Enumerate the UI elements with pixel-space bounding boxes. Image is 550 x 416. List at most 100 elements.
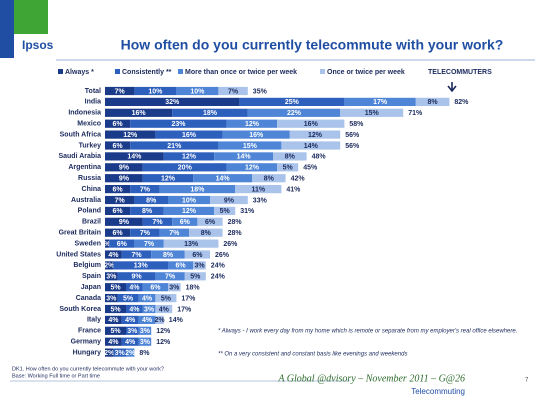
segment-label: 25% bbox=[285, 99, 300, 106]
segment-label: 3% bbox=[127, 328, 138, 335]
logo-box bbox=[14, 0, 48, 34]
category-label: Turkey bbox=[79, 142, 102, 149]
bar-segment bbox=[138, 337, 152, 346]
logo-text: Ipsos bbox=[22, 38, 54, 52]
segment-label: 4% bbox=[129, 285, 140, 292]
segment-label: 6% bbox=[150, 285, 161, 292]
total-label: 31% bbox=[240, 208, 255, 215]
category-label: United States bbox=[56, 251, 101, 258]
segment-label: 3% bbox=[115, 350, 126, 357]
bar-segment bbox=[163, 206, 215, 215]
bar-segment bbox=[138, 326, 152, 335]
segment-label: 3% bbox=[106, 274, 117, 281]
footer-text: Telecommuting bbox=[411, 387, 465, 396]
total-label: 48% bbox=[312, 154, 327, 161]
segment-label: 4% bbox=[142, 317, 153, 324]
segment-label: 7% bbox=[140, 230, 151, 237]
segment-label: 6% bbox=[113, 121, 124, 128]
bar-segment bbox=[163, 152, 215, 161]
note: ** On a very consistent and constant bas… bbox=[218, 352, 407, 358]
bar-segment bbox=[142, 163, 227, 172]
segment-label: 13% bbox=[184, 241, 199, 248]
segment-label: 8% bbox=[201, 230, 212, 237]
total-label: 24% bbox=[211, 263, 226, 270]
total-label: 17% bbox=[177, 306, 192, 313]
category-label: France bbox=[78, 328, 101, 335]
total-label: 28% bbox=[228, 219, 243, 226]
segment-label: 12% bbox=[123, 132, 138, 139]
segment-label: 3% bbox=[140, 328, 151, 335]
bar-segment bbox=[142, 304, 156, 314]
segment-label: 12% bbox=[161, 176, 176, 183]
segment-label: 15% bbox=[365, 110, 380, 117]
bar-segment bbox=[184, 250, 210, 259]
segment-label: 16% bbox=[132, 110, 147, 117]
footer-text: A Global @dvisory – November 2011 – G@26 bbox=[277, 373, 465, 384]
category-label: Belgium bbox=[73, 262, 101, 269]
segment-label: 2% bbox=[125, 350, 136, 357]
total-label: 14% bbox=[169, 317, 184, 324]
source-text: DK1. How often do you currently telecomm… bbox=[12, 366, 164, 372]
segment-label: 6% bbox=[205, 219, 216, 226]
segment-label: 5% bbox=[110, 306, 121, 313]
segment-label: 14% bbox=[304, 143, 319, 150]
bar-segment bbox=[218, 86, 248, 96]
bar-segment bbox=[117, 294, 139, 303]
segment-label: 23% bbox=[171, 121, 186, 128]
bar-segment bbox=[281, 141, 341, 150]
segment-label: 12% bbox=[245, 121, 260, 128]
segment-label: 18% bbox=[190, 186, 205, 193]
bar-segment bbox=[105, 174, 143, 183]
total-label: 58% bbox=[349, 121, 364, 128]
segment-label: % bbox=[104, 241, 111, 248]
total-label: 26% bbox=[223, 241, 238, 248]
segment-label: 5% bbox=[283, 165, 294, 172]
bar-segment bbox=[138, 294, 156, 303]
segment-label: 8% bbox=[142, 208, 153, 215]
segment-label: 9% bbox=[131, 274, 142, 281]
bar-segment bbox=[415, 97, 450, 106]
segment-label: 8% bbox=[428, 99, 439, 106]
bar-segment bbox=[138, 315, 156, 324]
segment-label: 3% bbox=[140, 339, 151, 346]
bar-segment bbox=[105, 337, 122, 346]
segment-label: 5% bbox=[123, 295, 134, 302]
category-label: Brazil bbox=[82, 219, 101, 226]
bar-segment bbox=[105, 348, 114, 357]
legend-label: Once or twice per week bbox=[327, 69, 405, 76]
segment-label: 2% bbox=[104, 263, 115, 270]
bar-segment bbox=[340, 108, 404, 117]
segment-label: 12% bbox=[182, 154, 197, 161]
segment-label: 15% bbox=[243, 143, 258, 150]
bar-segment bbox=[159, 228, 189, 237]
segment-label: 6% bbox=[192, 252, 203, 259]
segment-label: 6% bbox=[176, 263, 187, 270]
bar-segment bbox=[277, 119, 345, 128]
bar-segment bbox=[105, 228, 131, 237]
category-label: India bbox=[85, 99, 101, 106]
bar-segment bbox=[105, 261, 114, 270]
bar-segment bbox=[105, 130, 156, 139]
segment-label: 7% bbox=[140, 186, 151, 193]
total-label: 71% bbox=[408, 110, 423, 117]
bar-segment bbox=[197, 217, 223, 226]
category-label: South Korea bbox=[59, 306, 101, 313]
segment-label: 4% bbox=[108, 339, 119, 346]
bar-segment bbox=[151, 250, 185, 259]
bar-segment bbox=[235, 185, 282, 194]
segment-label: 4% bbox=[125, 317, 136, 324]
segment-label: 14% bbox=[127, 154, 142, 161]
bar-segment bbox=[184, 272, 206, 281]
segment-label: 5% bbox=[110, 285, 121, 292]
segment-label: 9% bbox=[119, 176, 130, 183]
bar-segment bbox=[155, 304, 173, 314]
bar-segment bbox=[105, 163, 143, 172]
segment-label: 5% bbox=[110, 328, 121, 335]
total-label: 42% bbox=[291, 176, 306, 183]
bar-segment bbox=[113, 261, 168, 270]
bar-segment bbox=[105, 195, 135, 205]
total-label: 35% bbox=[253, 88, 268, 95]
bar-segment bbox=[105, 119, 131, 128]
total-label: 18% bbox=[186, 285, 201, 292]
